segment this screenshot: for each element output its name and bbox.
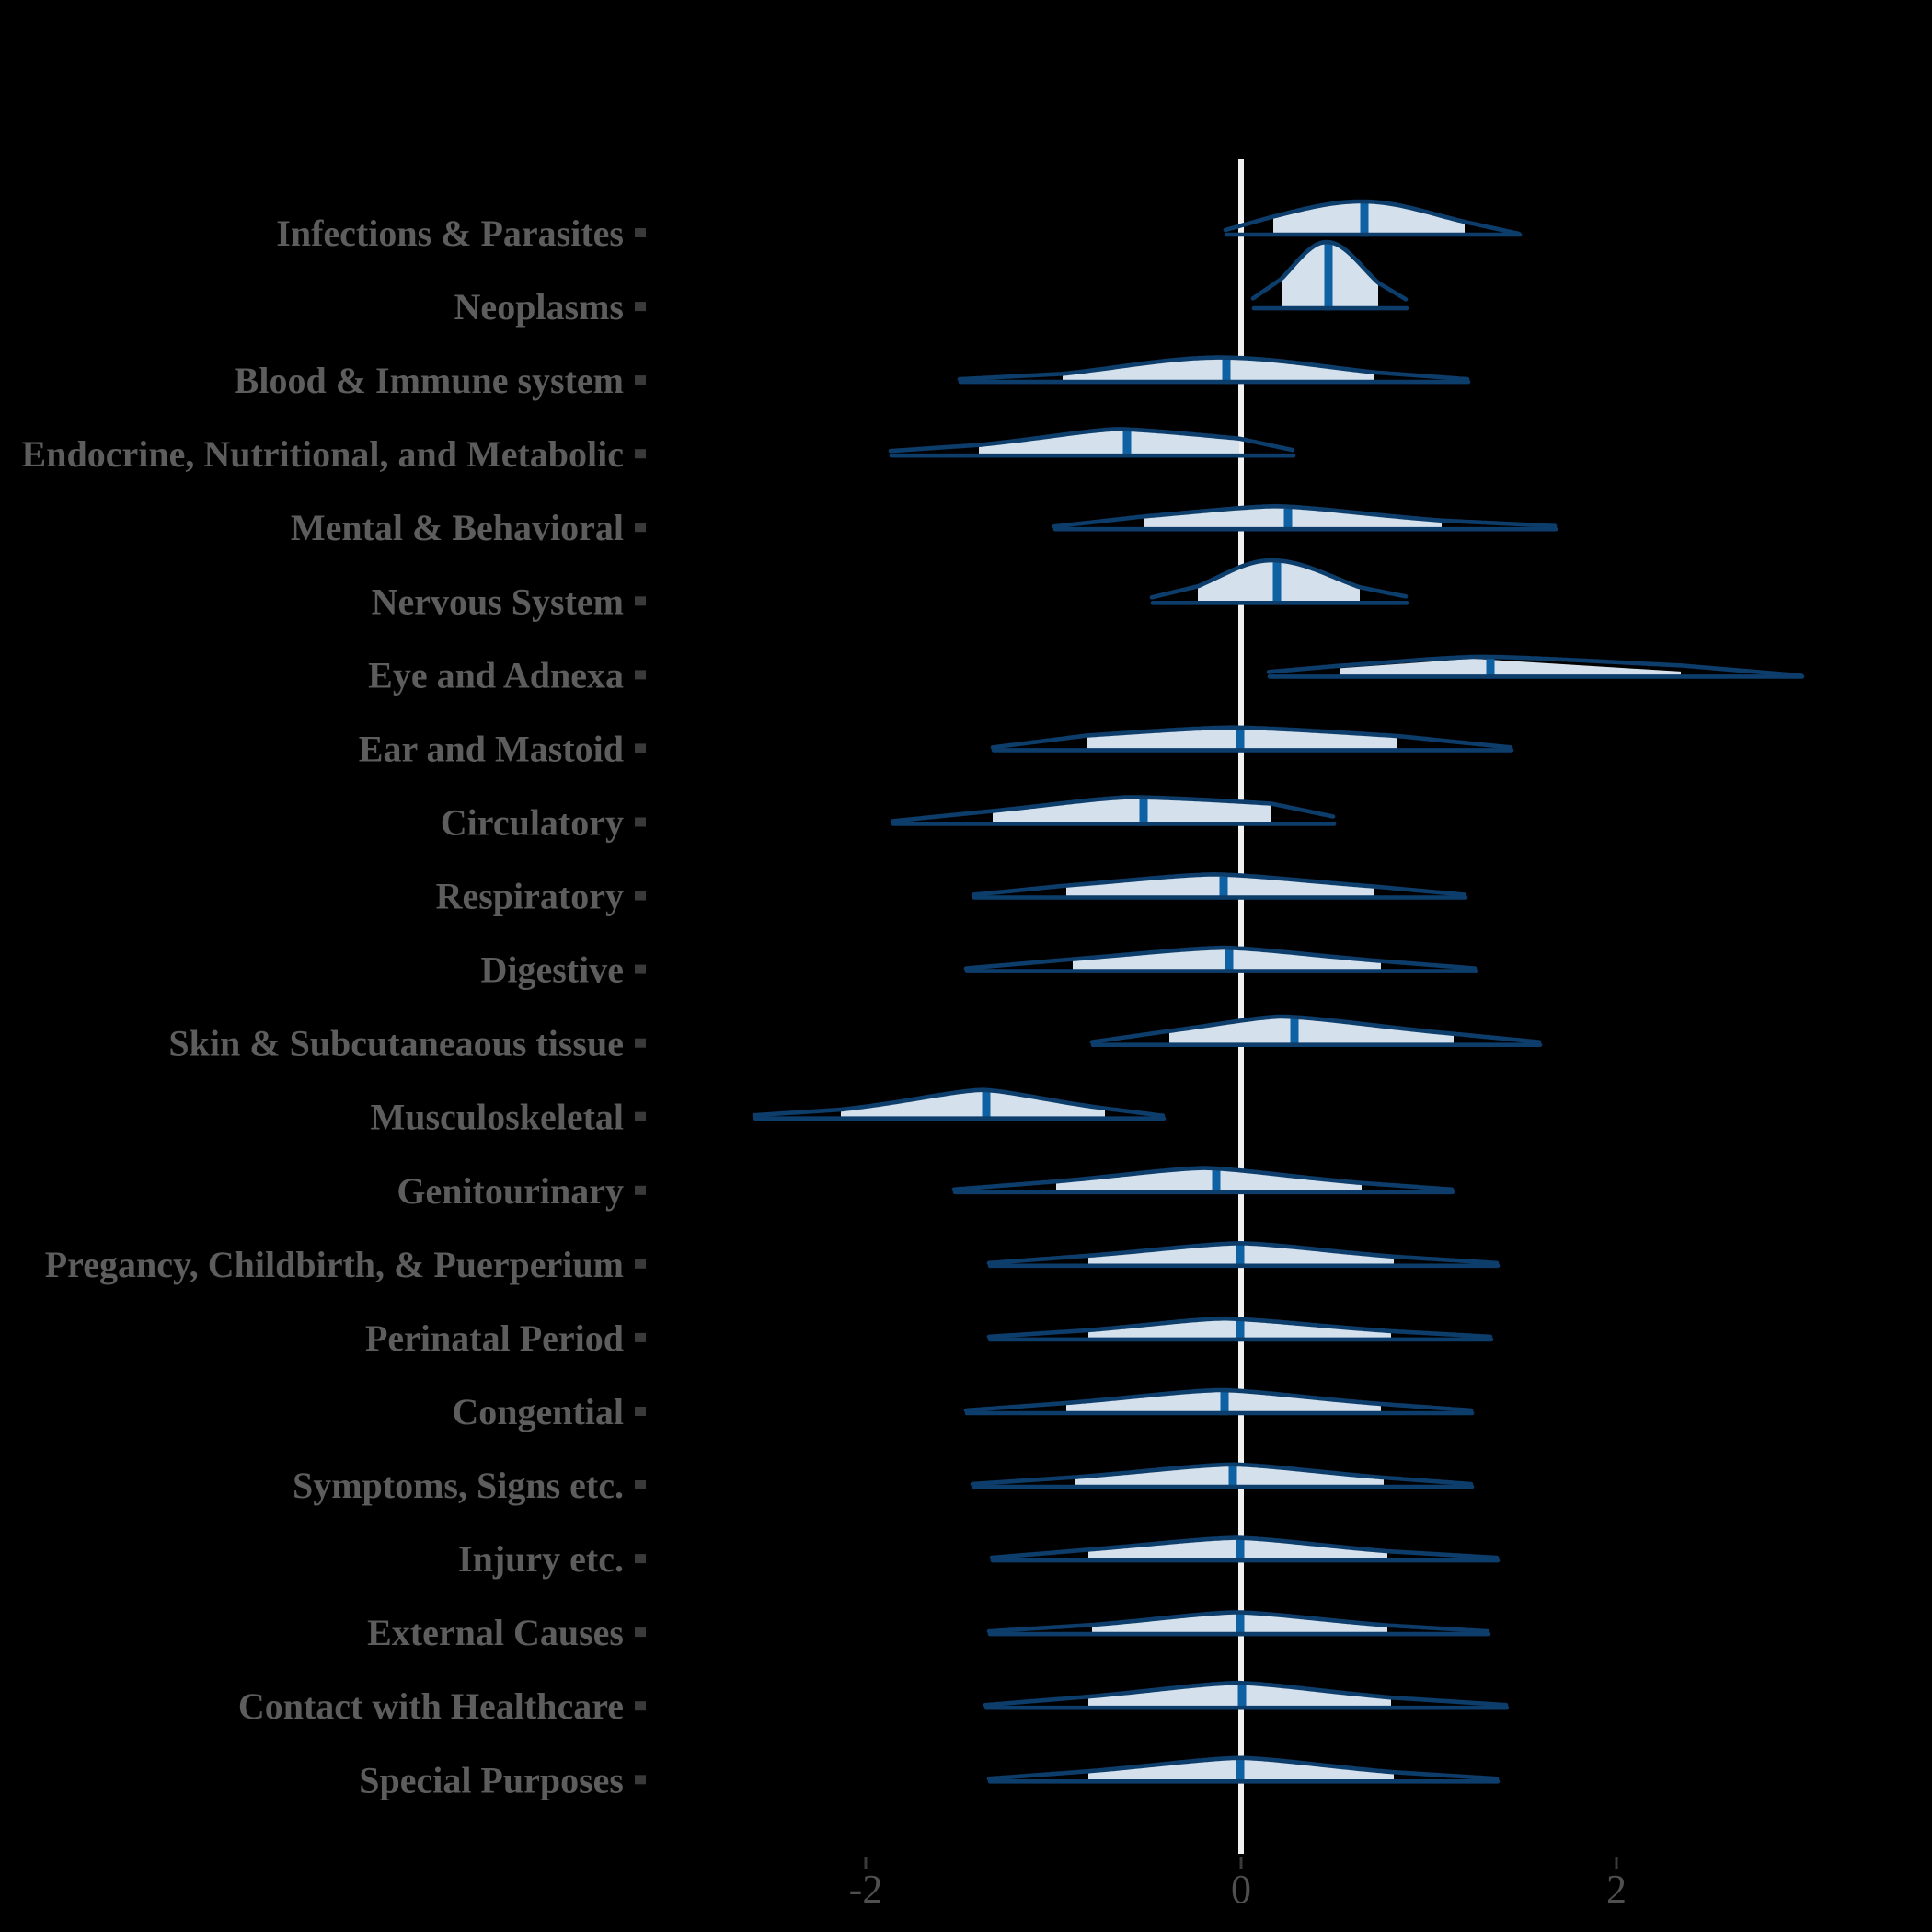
svg-text:Infections & Parasites: Infections & Parasites [276,213,624,254]
svg-text:Congential: Congential [452,1391,624,1432]
svg-text:Contact with Healthcare: Contact with Healthcare [238,1685,624,1727]
svg-text:Mental & Behavioral: Mental & Behavioral [291,507,624,548]
svg-text:Symptoms, Signs etc.: Symptoms, Signs etc. [293,1465,624,1506]
svg-text:Endocrine, Nutritional, and Me: Endocrine, Nutritional, and Metabolic [22,433,624,475]
svg-text:2: 2 [1606,1867,1627,1912]
svg-text:Pregancy, Childbirth, & Puerpe: Pregancy, Childbirth, & Puerperium [45,1244,624,1285]
svg-text:Skin & Subcutaneaous tissue: Skin & Subcutaneaous tissue [168,1023,624,1064]
svg-text:Special Purposes: Special Purposes [359,1759,624,1800]
svg-text:Genitourinary: Genitourinary [397,1170,624,1212]
svg-text:Neoplasms: Neoplasms [454,286,624,328]
svg-text:External Causes: External Causes [367,1612,624,1653]
svg-text:Nervous System: Nervous System [372,581,624,622]
svg-text:Circulatory: Circulatory [441,802,624,844]
svg-text:Respiratory: Respiratory [436,876,624,917]
svg-text:Perinatal Period: Perinatal Period [365,1317,624,1359]
svg-text:Eye and Adnexa: Eye and Adnexa [368,654,624,696]
svg-text:Musculoskeletal: Musculoskeletal [370,1097,624,1138]
svg-text:0: 0 [1231,1867,1251,1912]
svg-text:-2: -2 [849,1867,883,1912]
svg-text:Injury etc.: Injury etc. [458,1538,624,1580]
svg-text:Digestive: Digestive [480,949,624,991]
svg-text:Ear and Mastoid: Ear and Mastoid [359,728,624,769]
svg-text:Blood & Immune system: Blood & Immune system [235,360,624,401]
